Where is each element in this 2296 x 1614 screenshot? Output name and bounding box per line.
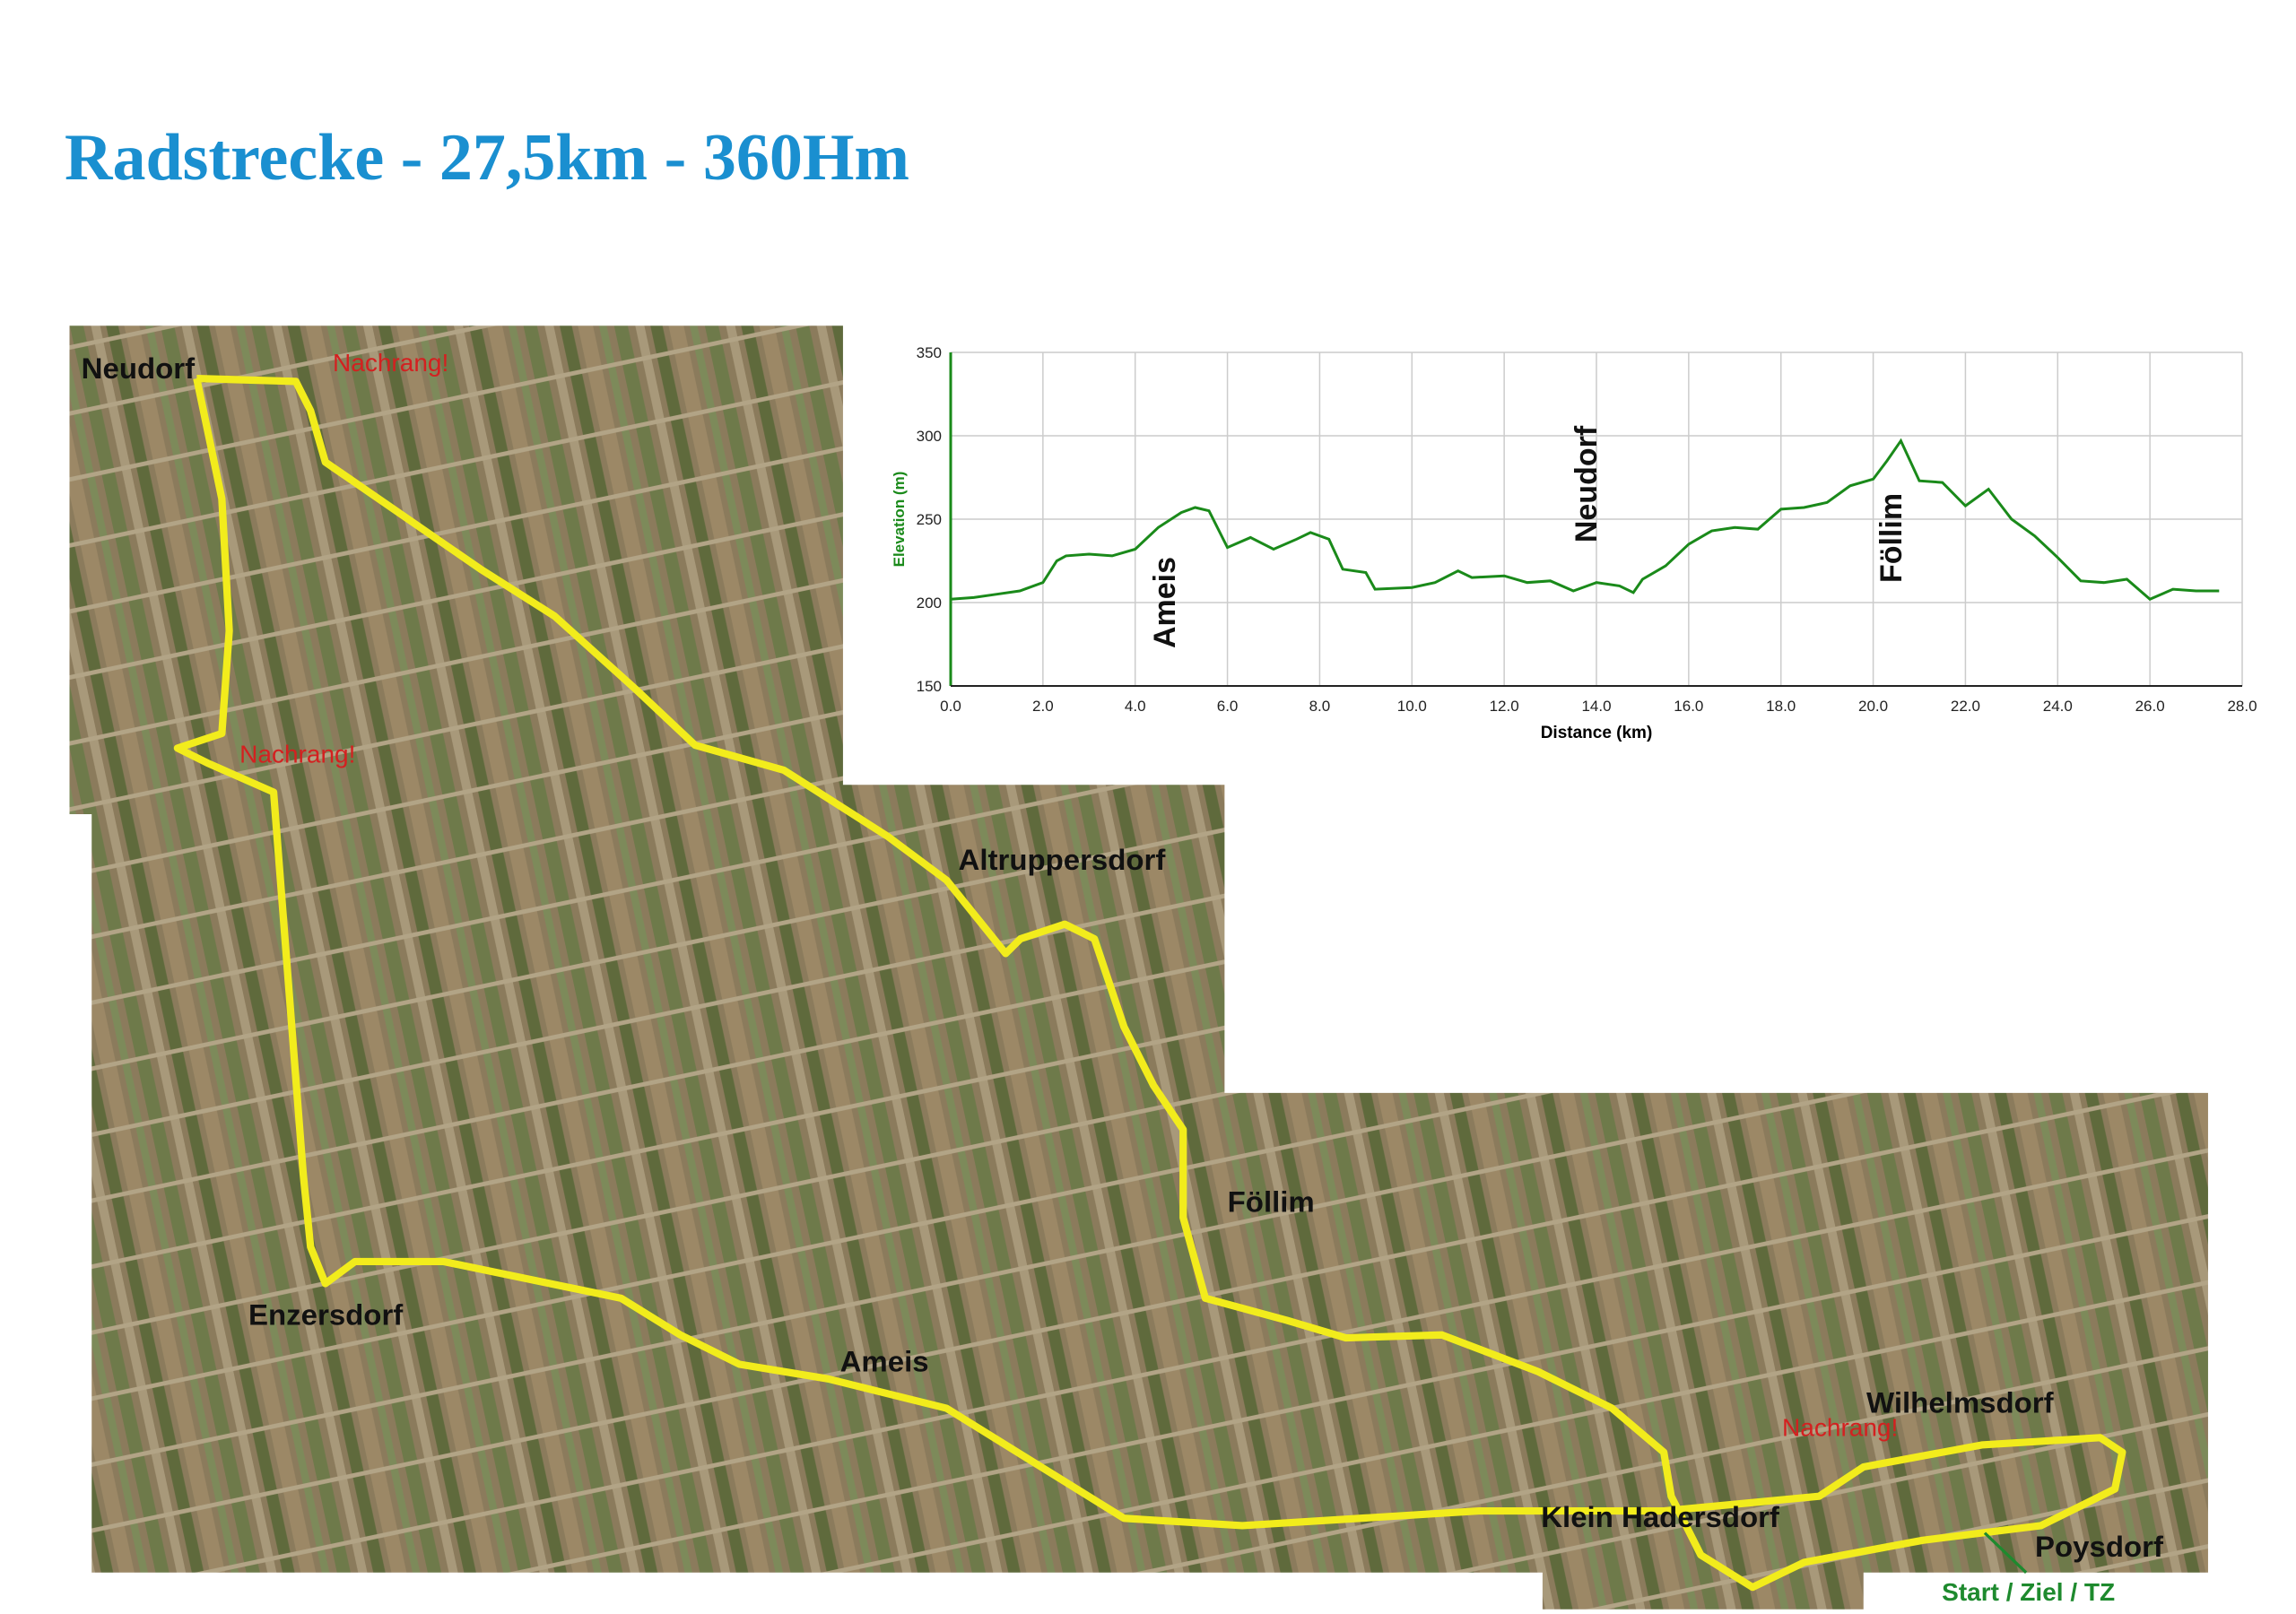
place-label: Altruppersdorf	[959, 843, 1166, 876]
place-label: Wilhelmsdorf	[1866, 1386, 2054, 1419]
page-title: Radstrecke - 27,5km - 360Hm	[65, 121, 909, 195]
elevation-line	[950, 438, 2220, 602]
x-tick-label: 10.0	[1397, 698, 1427, 715]
x-tick-label: 14.0	[1581, 698, 1611, 715]
x-tick-label: 26.0	[2135, 698, 2165, 715]
x-tick-label: 4.0	[1125, 698, 1146, 715]
y-tick-label: 200	[917, 594, 942, 612]
place-label: Neudorf	[82, 351, 195, 385]
warning-label: Nachrang!	[1782, 1414, 1898, 1442]
annotation: Neudorf	[1570, 425, 1604, 542]
x-tick-label: 0.0	[940, 698, 961, 715]
route	[173, 374, 2126, 1592]
x-tick-label: 6.0	[1217, 698, 1239, 715]
warning-label: Nachrang!	[333, 349, 448, 377]
start-arrow	[1983, 1532, 2028, 1574]
y-tick-label: 250	[917, 511, 942, 528]
place-label: Poysdorf	[2035, 1530, 2163, 1563]
place-label: Enzersdorf	[248, 1297, 403, 1331]
x-tick-label: 8.0	[1309, 698, 1331, 715]
elevation-chart: 0.0 2.0 4.0 6.0 8.0 10.0 12.0 14.0 16.0 18.0 20.0 2…	[891, 344, 2257, 742]
x-tick-label: 20.0	[1858, 698, 1888, 715]
annotation: Ameis	[1148, 557, 1182, 648]
y-tick-label: 150	[917, 678, 942, 695]
x-axis-label: Distance (km)	[1541, 724, 1653, 742]
x-tick-label: 16.0	[1674, 698, 1703, 715]
place-label: Ameis	[840, 1345, 929, 1378]
satellite-map	[69, 325, 2208, 1610]
start-label: Start / Ziel / TZ	[1942, 1578, 2115, 1606]
place-label: Föllim	[1228, 1184, 1315, 1218]
y-axis-label: Elevation (m)	[891, 472, 908, 568]
x-tick-label: 22.0	[1951, 698, 1980, 715]
x-tick-label: 2.0	[1032, 698, 1054, 715]
x-tick-label: 24.0	[2043, 698, 2073, 715]
annotation: Föllim	[1874, 493, 1909, 583]
map: Neudorf Altruppersdorf Föllim Enzersdorf…	[69, 325, 2208, 1610]
y-tick-label: 350	[917, 344, 942, 361]
place-label: Klein Hadersdorf	[1541, 1500, 1779, 1533]
y-tick-label: 300	[917, 428, 942, 445]
warning-label: Nachrang!	[239, 741, 355, 768]
x-tick-label: 28.0	[2227, 698, 2257, 715]
x-tick-label: 18.0	[1766, 698, 1796, 715]
x-tick-label: 12.0	[1490, 698, 1519, 715]
